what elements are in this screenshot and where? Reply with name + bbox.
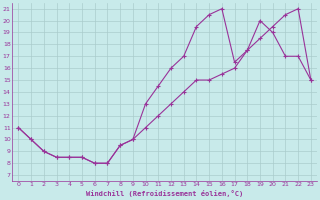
X-axis label: Windchill (Refroidissement éolien,°C): Windchill (Refroidissement éolien,°C) bbox=[86, 190, 243, 197]
